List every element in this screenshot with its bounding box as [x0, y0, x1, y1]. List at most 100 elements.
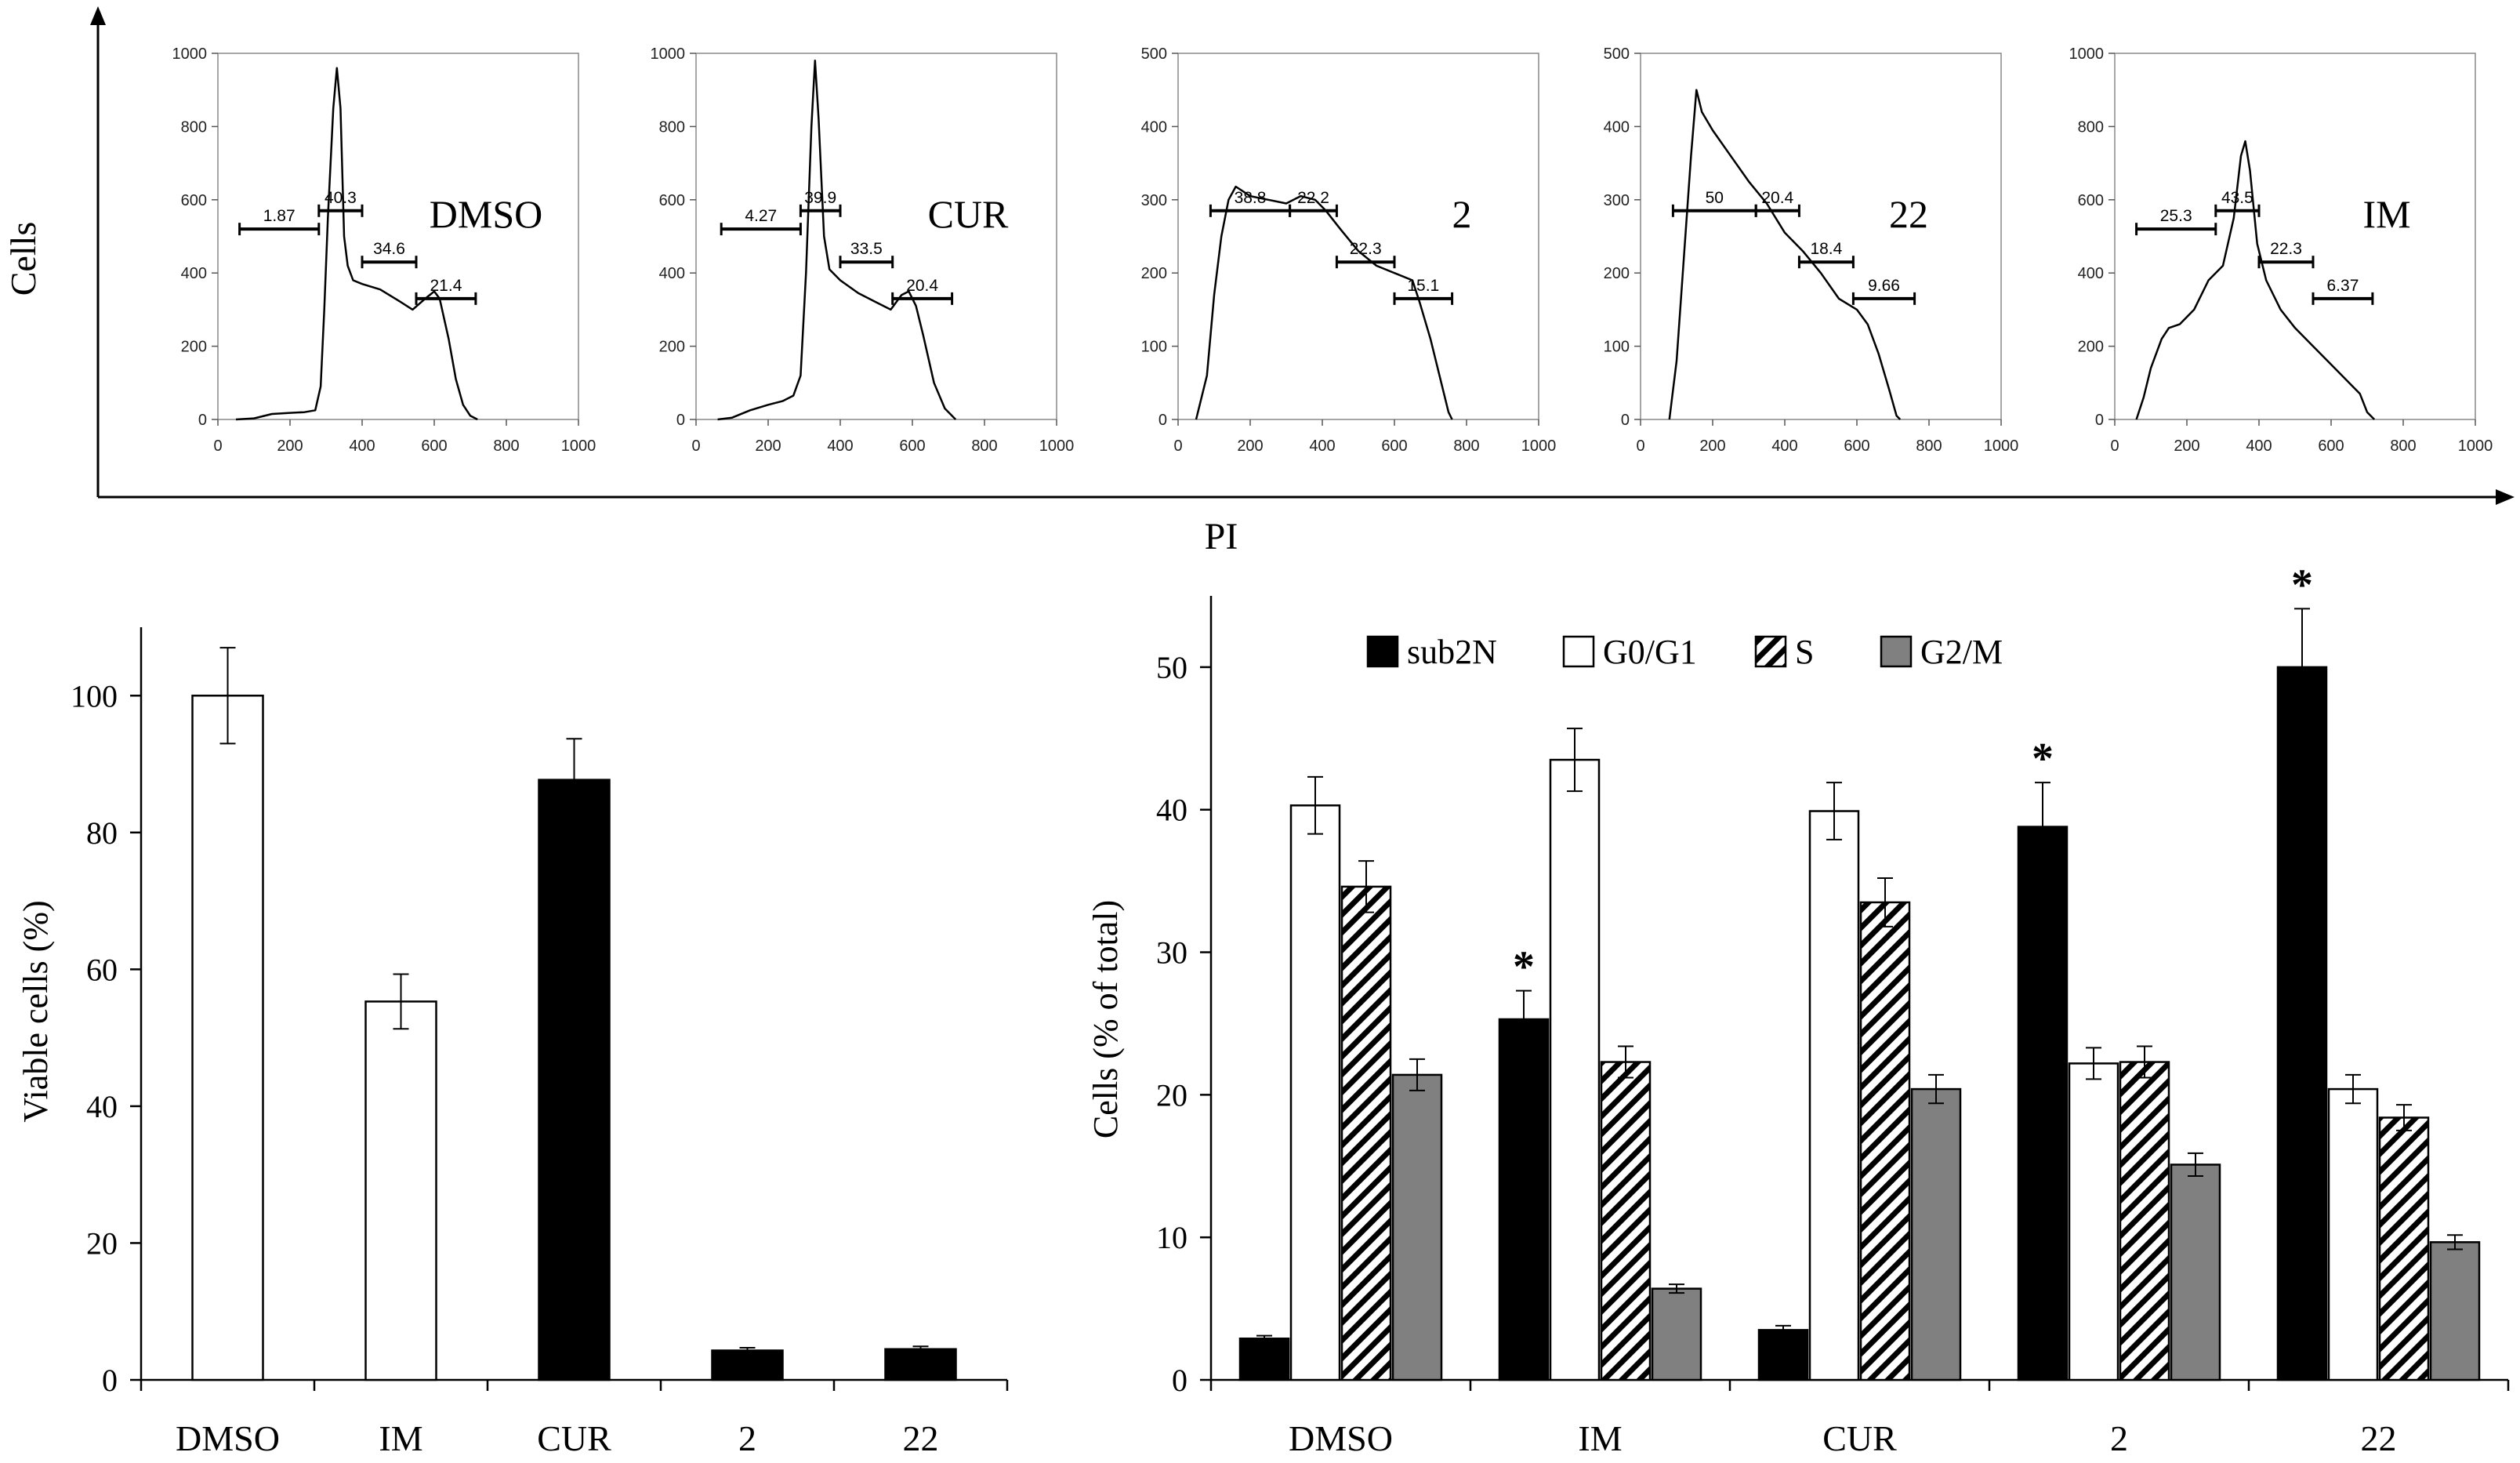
viability-bar: [191, 695, 264, 1381]
gate-percentage: 15.1: [1407, 277, 1439, 295]
y-tick-label: 0: [102, 1363, 118, 1398]
x-tick-label: 0: [213, 437, 222, 455]
y-tick-label: 0: [1158, 412, 1167, 429]
legend-item: sub2N: [1366, 633, 1497, 671]
significance-asterisk: *: [2032, 735, 2054, 783]
gate-percentage: 40.3: [325, 189, 357, 207]
gate-percentage: 9.66: [1868, 277, 1900, 295]
gate-marker: 22.3: [2257, 240, 2315, 269]
cellcycle-bar: [1549, 758, 1601, 1381]
gate-marker: 4.27: [720, 207, 802, 236]
cellcycle-bar: [2017, 826, 2069, 1381]
cellcycle-bar: [2068, 1062, 2119, 1381]
y-tick-label: 80: [86, 815, 118, 851]
y-tick-label: 40: [86, 1089, 118, 1124]
histogram-frame: [217, 53, 579, 420]
cellcycle-bar: [1340, 885, 1392, 1381]
gate-marker: 50: [1671, 189, 1757, 217]
x-tick-label: 400: [1771, 437, 1797, 455]
legend-swatch: [1562, 635, 1595, 668]
histogram-frame: [695, 53, 1057, 420]
gate-percentage: 39.9: [804, 189, 836, 207]
y-tick-label: 20: [1156, 1077, 1187, 1113]
viability-bar: [884, 1348, 957, 1381]
y-tick-label: 0: [2095, 412, 2104, 429]
cellcycle-bar: [1910, 1087, 1962, 1381]
x-tick-label: 600: [1844, 437, 1869, 455]
histogram-panel: 0 100 200 300 400 500 0 200 400 600 800 1000 38.8 22.…: [1141, 45, 1557, 455]
x-tick-label: 1000: [1984, 437, 2019, 455]
y-tick-label: 800: [2078, 118, 2104, 136]
histogram-sample-label: 22: [1889, 192, 1928, 236]
gate-percentage: 50: [1706, 189, 1724, 207]
x-tick-label: 800: [1453, 437, 1479, 455]
gate-marker: 38.8: [1209, 189, 1292, 217]
cellcycle-bar: [1651, 1287, 1702, 1381]
gate-marker: 22.2: [1289, 189, 1338, 217]
viability-bar: [364, 1000, 437, 1381]
histogram-frame: [1640, 53, 2002, 420]
y-tick-label: 500: [1141, 45, 1167, 63]
y-tick-label: 200: [1141, 265, 1167, 282]
y-tick-label: 100: [1604, 339, 1630, 356]
gate-percentage: 21.4: [430, 277, 462, 295]
y-tick-label: 600: [181, 192, 207, 209]
gate-marker: 18.4: [1797, 240, 1855, 269]
histogram-sample-label: IM: [2362, 192, 2410, 236]
top-panel-axes: Cells PI: [3, 6, 2515, 557]
category-label: DMSO: [1289, 1418, 1393, 1458]
x-tick-label: 800: [493, 437, 519, 455]
cellcycle-y-axis-label: Cells (% of total): [1086, 900, 1125, 1138]
y-tick-label: 1000: [651, 45, 686, 63]
category-label: 2: [738, 1418, 756, 1458]
gate-percentage: 43.5: [2221, 189, 2253, 207]
y-tick-label: 0: [1172, 1363, 1187, 1398]
histogram-panel: 0 200 400 600 800 1000 0 200 400 600 800 1000 25.3 43…: [2069, 45, 2493, 455]
top-x-axis-label: PI: [1205, 516, 1238, 557]
x-tick-label: 0: [2110, 437, 2119, 455]
y-tick-label: 800: [659, 118, 685, 136]
gate-marker: 39.9: [799, 189, 842, 217]
gate-percentage: 1.87: [263, 207, 296, 225]
y-tick-label: 400: [1141, 118, 1167, 136]
y-tick-label: 30: [1156, 935, 1187, 971]
cellcycle-bar: [2276, 666, 2328, 1381]
x-tick-label: 400: [1309, 437, 1335, 455]
y-tick-label: 400: [2078, 265, 2104, 282]
gate-percentage: 6.37: [2327, 277, 2359, 295]
gate-marker: 9.66: [1851, 277, 1916, 305]
legend-label: G2/M: [1920, 633, 2003, 671]
viability-bar: [711, 1349, 784, 1381]
x-tick-label: 800: [1916, 437, 1942, 455]
gate-marker: 1.87: [238, 207, 321, 236]
category-label: 22: [903, 1418, 939, 1458]
y-tick-label: 600: [659, 192, 685, 209]
y-tick-label: 200: [659, 339, 685, 356]
histogram-frame: [2114, 53, 2476, 420]
y-tick-label: 40: [1156, 793, 1187, 828]
x-tick-label: 200: [755, 437, 781, 455]
gate-marker: 33.5: [839, 240, 894, 269]
legend-swatch: [1880, 635, 1913, 668]
legend-item: G0/G1: [1562, 633, 1697, 671]
cellcycle-bar: [1391, 1073, 1443, 1381]
legend-label: sub2N: [1407, 633, 1497, 671]
gate-marker: 25.3: [2135, 207, 2217, 236]
histogram-sample-label: 2: [1452, 192, 1472, 236]
cellcycle-bar: [1238, 1338, 1290, 1381]
y-tick-label: 400: [181, 265, 207, 282]
category-label: IM: [1578, 1418, 1622, 1458]
histogram-panel: 0 100 200 300 400 500 0 200 400 600 800 1000 50 20.4 1…: [1604, 45, 2019, 455]
y-tick-label: 0: [198, 412, 207, 429]
x-tick-label: 800: [971, 437, 997, 455]
category-label: CUR: [537, 1418, 611, 1458]
cellcycle-bar: [1600, 1061, 1652, 1381]
y-tick-label: 50: [1156, 650, 1187, 685]
category-label: IM: [379, 1418, 422, 1458]
gate-percentage: 18.4: [1810, 240, 1842, 258]
gate-marker: 20.4: [891, 277, 954, 305]
histogram-sample-label: CUR: [928, 192, 1009, 236]
